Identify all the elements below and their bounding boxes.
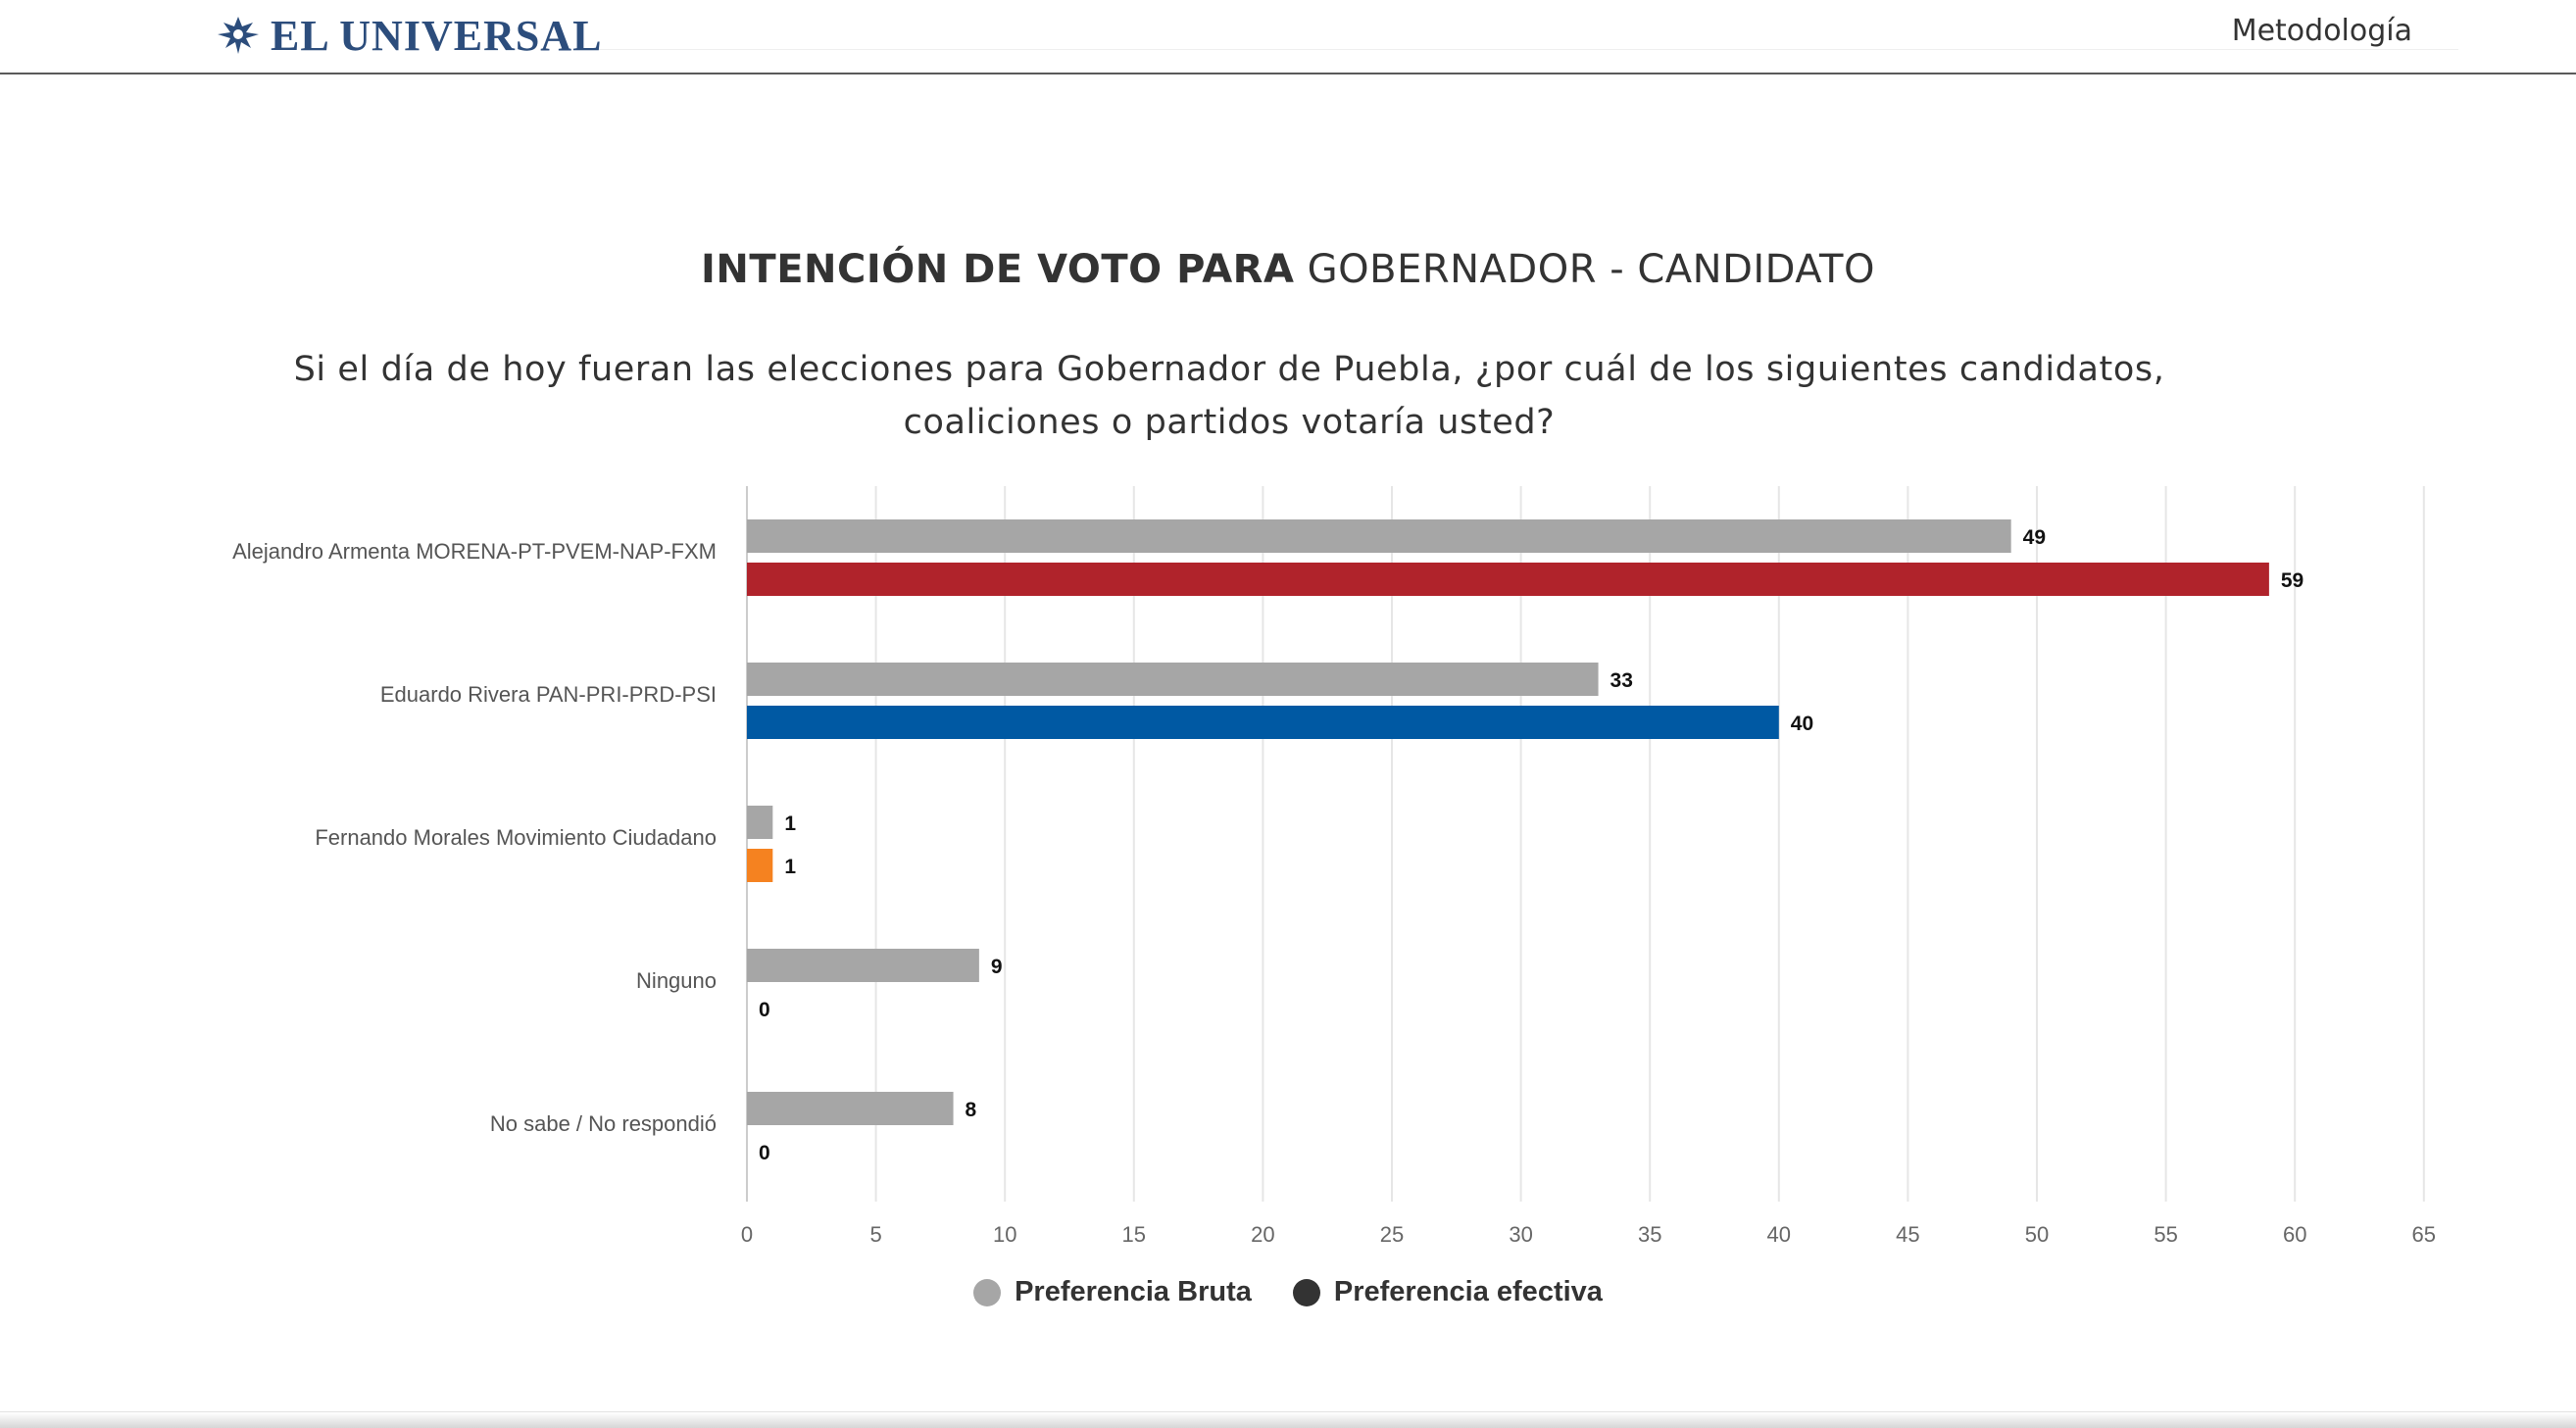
legend-item-efectiva[interactable]: Preferencia efectiva xyxy=(1292,1276,1603,1308)
bar xyxy=(747,1092,954,1125)
legend-label-efectiva: Preferencia efectiva xyxy=(1333,1276,1603,1307)
x-tick-label: 50 xyxy=(2025,1222,2049,1247)
title-bold: INTENCIÓN DE VOTO PARA xyxy=(701,247,1295,292)
data-label: 1 xyxy=(784,856,796,878)
chart-legend: Preferencia Bruta Preferencia efectiva xyxy=(0,1276,2576,1308)
x-tick-label: 20 xyxy=(1251,1222,1274,1247)
data-label: 0 xyxy=(759,999,770,1021)
x-tick-label: 25 xyxy=(1380,1222,1404,1247)
x-tick-label: 30 xyxy=(1509,1222,1532,1247)
title-normal: GOBERNADOR - CANDIDATO xyxy=(1307,247,1875,292)
x-tick-label: 10 xyxy=(993,1222,1016,1247)
x-tick-label: 60 xyxy=(2283,1222,2306,1247)
bar xyxy=(747,806,773,839)
footer-edge xyxy=(0,1411,2576,1428)
data-label: 33 xyxy=(1610,669,1633,692)
category-label: Alejandro Armenta MORENA-PT-PVEM-NAP-FXM xyxy=(232,539,717,564)
x-tick-label: 0 xyxy=(741,1222,753,1247)
x-tick-label: 15 xyxy=(1122,1222,1146,1247)
bar xyxy=(747,849,773,882)
site-header: EL UNIVERSAL Metodología xyxy=(0,0,2576,74)
bar xyxy=(747,663,1599,696)
logo-text: EL UNIVERSAL xyxy=(271,11,603,60)
header-divider xyxy=(588,49,2458,50)
category-label: Ninguno xyxy=(636,968,717,993)
data-label: 49 xyxy=(2023,526,2046,549)
x-tick-label: 35 xyxy=(1638,1222,1661,1247)
bar xyxy=(747,563,2269,596)
eagle-logo-icon xyxy=(218,17,259,54)
legend-label-bruta: Preferencia Bruta xyxy=(1015,1276,1252,1307)
site-logo[interactable]: EL UNIVERSAL xyxy=(214,8,602,63)
x-tick-label: 5 xyxy=(869,1222,881,1247)
legend-item-bruta[interactable]: Preferencia Bruta xyxy=(973,1276,1252,1308)
category-label: Eduardo Rivera PAN-PRI-PRD-PSI xyxy=(380,682,717,707)
x-tick-label: 40 xyxy=(1767,1222,1791,1247)
survey-question: Si el día de hoy fueran las elecciones p… xyxy=(293,350,2165,442)
legend-dot-bruta xyxy=(973,1278,1002,1306)
data-label: 59 xyxy=(2281,569,2304,592)
data-label: 0 xyxy=(759,1142,770,1164)
category-label: No sabe / No respondió xyxy=(490,1111,717,1136)
data-label: 1 xyxy=(784,812,796,835)
metodologia-link[interactable]: Metodología xyxy=(2231,14,2412,48)
chart-title: INTENCIÓN DE VOTO PARA GOBERNADOR - CAND… xyxy=(0,247,2576,292)
x-tick-label: 65 xyxy=(2412,1222,2436,1247)
category-label: Fernando Morales Movimiento Ciudadano xyxy=(315,825,717,850)
legend-dot-efectiva xyxy=(1292,1278,1320,1306)
x-tick-label: 55 xyxy=(2154,1222,2177,1247)
data-label: 40 xyxy=(1791,713,1813,735)
data-label: 9 xyxy=(991,956,1003,978)
bar xyxy=(747,949,979,982)
x-tick-label: 45 xyxy=(1896,1222,1919,1247)
bar xyxy=(747,519,2011,553)
data-label: 8 xyxy=(966,1099,977,1121)
bar xyxy=(747,706,1779,739)
